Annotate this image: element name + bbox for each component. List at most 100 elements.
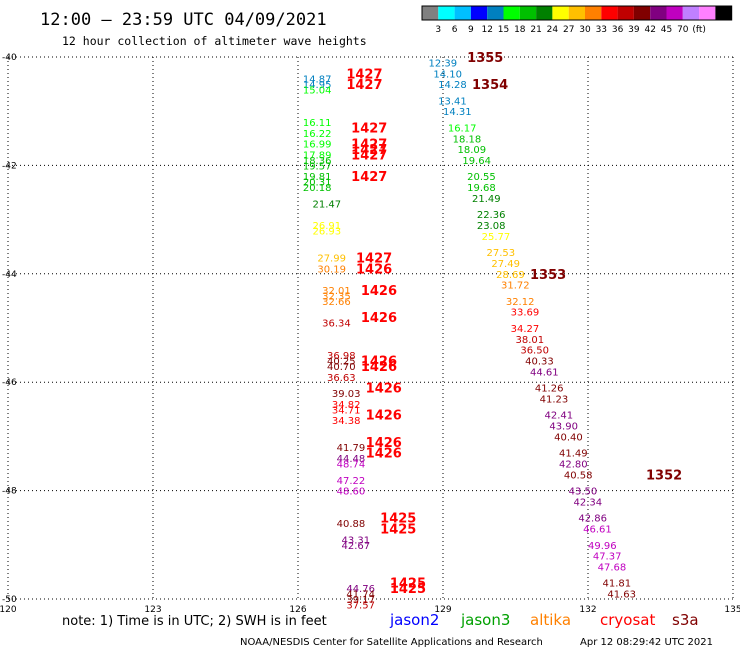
x-tick-label: 132 (579, 605, 596, 615)
pass-time-label: 1427 (356, 252, 392, 267)
satellite-name-jason3: jason3 (460, 611, 510, 629)
wave-height-label: 27.99 (317, 254, 346, 265)
pass-time-label: 1425 (390, 582, 426, 597)
colorbar-label: 30 (579, 25, 591, 35)
colorbar-label: 18 (514, 25, 526, 35)
wave-height-label: 27.49 (491, 259, 520, 270)
x-tick-label: 120 (0, 605, 17, 615)
wave-height-label: 36.50 (520, 346, 549, 357)
colorbar-swatch (699, 6, 716, 20)
y-tick-label: -42 (2, 161, 17, 171)
wave-height-label: 40.33 (525, 357, 554, 368)
x-tick-label: 129 (434, 605, 451, 615)
wave-height-label: 33.69 (511, 308, 540, 319)
axis-ticks: 120 123 126 129 132 135 -40 -42 -44 -46 -48 -50 (0, 53, 740, 615)
wave-height-label: 41.49 (559, 449, 588, 460)
wave-height-label: 47.37 (593, 552, 622, 563)
wave-height-label: 14.95 (303, 80, 332, 91)
wave-height-label: 42.41 (545, 411, 574, 422)
wave-height-label: 25.77 (482, 232, 511, 243)
plot-grid (7, 56, 734, 600)
satellite-name-s3a: s3a (672, 611, 699, 629)
color-scale-legend: 3 6 9 12 15 18 21 24 27 30 33 36 39 42 45 70 (ft) (421, 5, 733, 35)
pass-time-label: 1427 (351, 170, 387, 185)
pass-time-label: 1425 (390, 577, 426, 592)
colorbar-label: 42 (644, 25, 655, 35)
wave-height-label: 16.99 (303, 140, 332, 151)
wave-height-label: 42.34 (574, 497, 603, 508)
wave-height-label: 42.67 (342, 541, 371, 552)
wave-height-label: 43.50 (569, 487, 598, 498)
pass-time-label: 1426 (356, 262, 392, 277)
pass-time-label: 1354 (472, 78, 508, 93)
wave-height-label: 36.63 (327, 373, 356, 384)
pass-time-label: 1425 (380, 512, 416, 527)
wave-height-label: 34.71 (332, 405, 361, 416)
wave-height-label: 42.80 (559, 460, 588, 471)
pass-time-label: 1426 (361, 360, 397, 375)
y-tick-label: -48 (2, 487, 17, 497)
wave-height-label: 20.18 (303, 183, 332, 194)
colorbar-swatch (454, 6, 471, 20)
y-tick-label: -50 (2, 595, 17, 605)
wave-height-label: 12.39 (429, 58, 458, 69)
colorbar-label: 33 (596, 25, 607, 35)
footer-timestamp: Apr 12 08:29:42 UTC 2021 (580, 637, 713, 648)
wave-height-label: 32.66 (322, 297, 351, 308)
pass-time-label: 1426 (361, 355, 397, 370)
wave-height-label: 23.08 (477, 221, 506, 232)
colorbar-swatch (536, 6, 553, 20)
y-tick-label: -46 (2, 378, 17, 388)
wave-height-label: 40.25 (327, 357, 356, 368)
colorbar-label: 12 (481, 25, 492, 35)
satellite-name-altika: altika (530, 611, 571, 629)
pass-time-label: 1427 (351, 121, 387, 136)
wave-height-label: 14.28 (438, 80, 467, 91)
wave-height-label: 39.03 (332, 389, 361, 400)
wave-height-label: 15.04 (303, 86, 332, 97)
colorbar-swatch (666, 6, 683, 20)
colorbar-label: 24 (547, 25, 559, 35)
colorbar-swatch (503, 6, 520, 20)
wave-height-label: 32.35 (322, 291, 351, 302)
wave-height-label: 36.34 (322, 319, 351, 330)
wave-height-label: 14.31 (443, 107, 472, 118)
wave-height-label: 18.18 (453, 134, 482, 145)
pass-time-label: 1427 (351, 143, 387, 158)
colorbar-label: 21 (530, 25, 541, 35)
wave-height-label: 27.53 (487, 248, 516, 259)
pass-time-label: 1426 (361, 284, 397, 299)
colorbar-swatch (552, 6, 569, 20)
wave-height-label: 44.61 (530, 367, 559, 378)
pass-time-label: 1426 (366, 447, 402, 462)
wave-height-label: 16.17 (448, 123, 477, 134)
pass-time-label: 1355 (467, 51, 503, 66)
wave-height-label: 37.57 (346, 600, 375, 611)
pass-time-label: 1427 (346, 78, 382, 93)
wave-height-label: 41.26 (535, 384, 564, 395)
chart-title: 12:00 – 23:59 UTC 04/09/2021 (40, 10, 327, 30)
pass-time-label: 1426 (361, 311, 397, 326)
satellite-name-cryosat: cryosat (600, 611, 655, 629)
wave-height-label: 30.19 (317, 264, 346, 275)
wave-height-label: 46.61 (583, 525, 612, 536)
pass-time-label: 1352 (646, 468, 682, 483)
x-tick-label: 135 (724, 605, 740, 615)
colorbar-label: 39 (628, 25, 640, 35)
colorbar-label: 27 (563, 25, 574, 35)
wave-height-label: 47.22 (337, 476, 366, 487)
colorbar-swatch (650, 6, 667, 20)
pass-time-label: 1427 (346, 67, 382, 82)
colorbar-label: 9 (468, 25, 474, 35)
pass-time-label: 1427 (351, 149, 387, 164)
wave-height-label: 48.60 (337, 487, 366, 498)
colorbar-label: (ft) (692, 25, 706, 35)
wave-height-label: 49.96 (588, 541, 617, 552)
wave-height-label: 40.58 (564, 470, 593, 481)
wave-height-label: 44.76 (346, 584, 375, 595)
wave-height-label: 40.40 (554, 432, 583, 443)
wave-height-label: 28.69 (496, 270, 525, 281)
pass-time-label: 1426 (366, 382, 402, 397)
wave-height-label: 34.38 (332, 416, 361, 427)
